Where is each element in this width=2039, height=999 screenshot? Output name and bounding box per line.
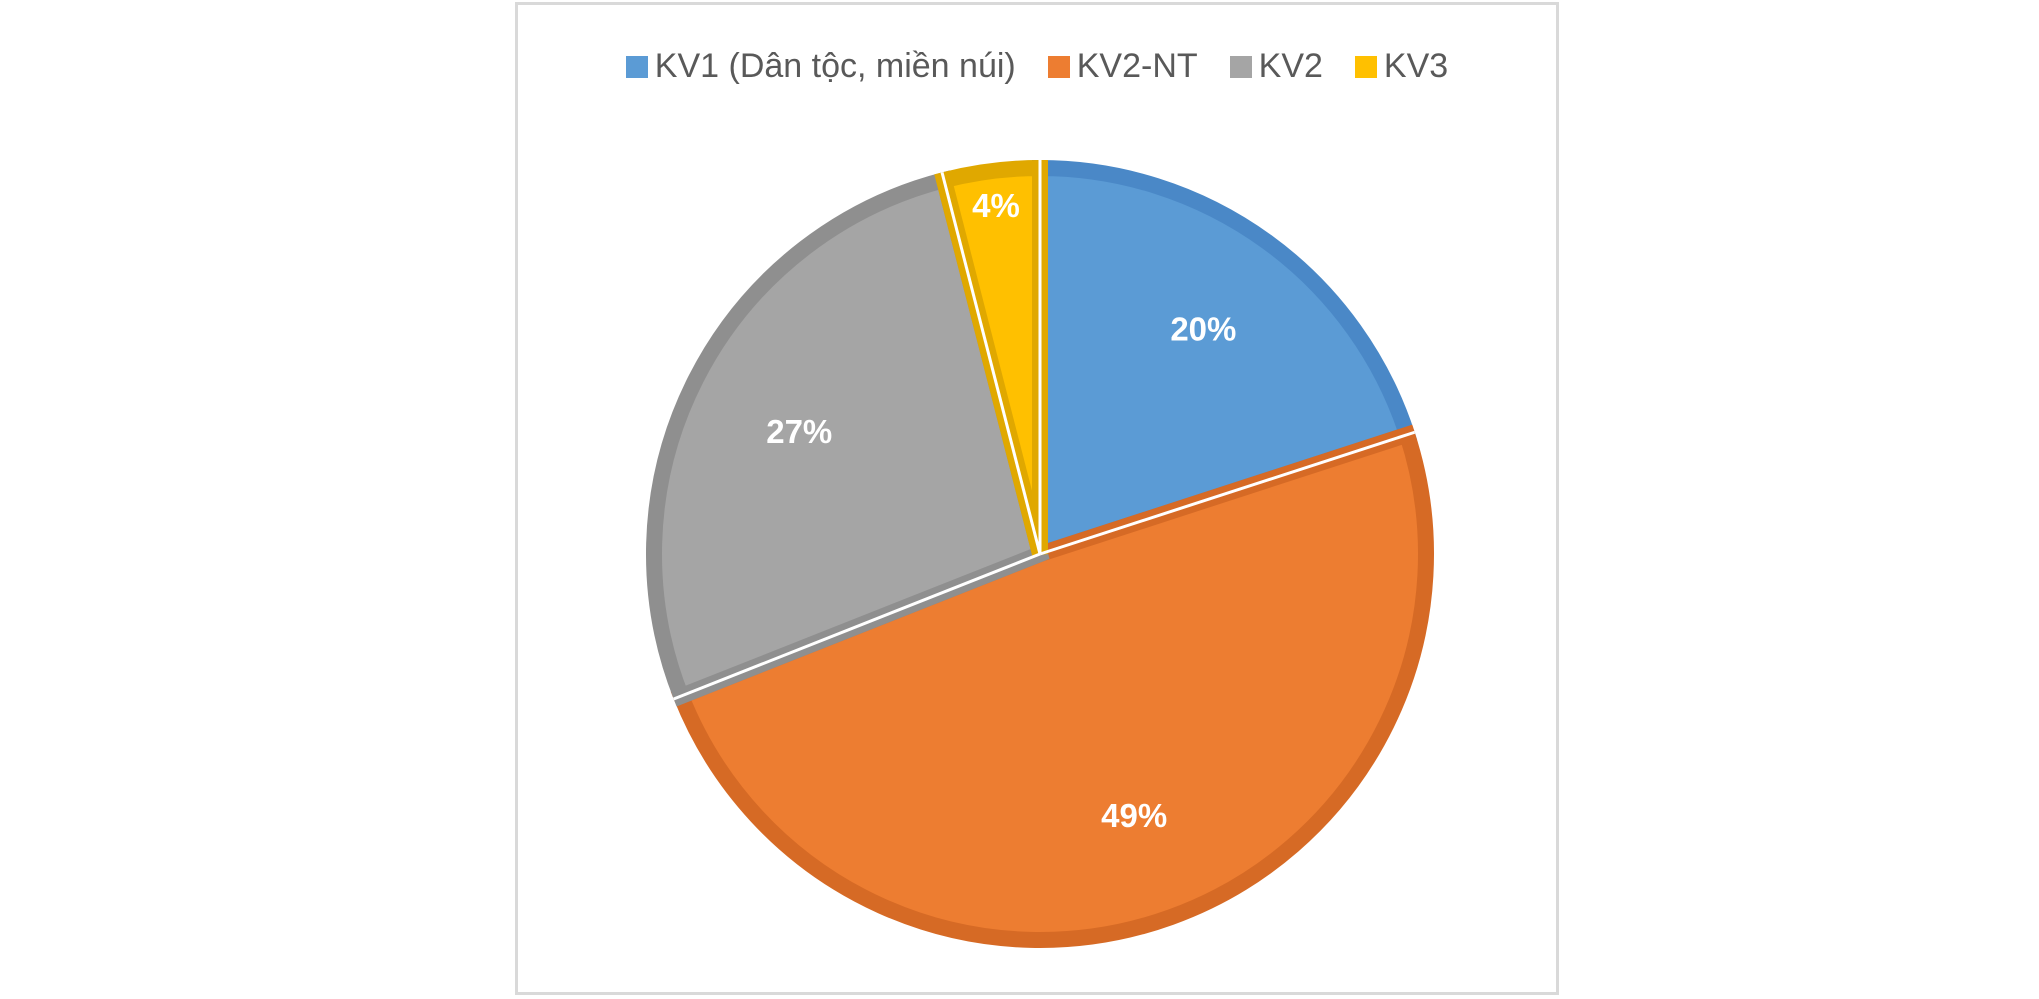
data-label-kv3: 4%: [972, 187, 1020, 224]
pie-slice-kv2-nt: [670, 424, 1434, 948]
chart-frame: 20% 49% 27% 4% KV1 (Dân tộc, miền núi) KV2-…: [515, 2, 1559, 995]
legend-item-kv2: KV2: [1229, 47, 1323, 86]
legend-label-kv2: KV2: [1258, 47, 1323, 85]
legend-swatch-kv2-nt: [1047, 55, 1070, 78]
legend-item-kv2-nt: KV2-NT: [1047, 47, 1198, 86]
pie-slice-separator: [940, 172, 1042, 555]
data-label-kv2: 27%: [766, 413, 832, 450]
legend-label-kv3: KV3: [1383, 47, 1449, 85]
data-label-kv2-nt: 49%: [1101, 797, 1167, 834]
legend-item-kv3: KV3: [1354, 47, 1449, 86]
legend: KV1 (Dân tộc, miền núi) KV2-NT KV2 KV3: [518, 47, 1556, 86]
pie-chart: 20% 49% 27% 4%: [646, 159, 1434, 948]
pie-slice-separator: [673, 552, 1041, 701]
legend-swatch-kv3: [1354, 55, 1377, 78]
legend-swatch-kv2: [1229, 55, 1252, 78]
pie-slice-kv2: [646, 170, 1050, 707]
pie-slice-separator: [1039, 430, 1416, 556]
legend-label-kv2-nt: KV2-NT: [1076, 47, 1198, 85]
legend-item-kv1: KV1 (Dân tộc, miền núi): [625, 47, 1016, 86]
legend-label-kv1: KV1 (Dân tộc, miền núi): [654, 47, 1016, 85]
legend-swatch-kv1: [625, 55, 648, 78]
data-label-kv1: 20%: [1170, 311, 1236, 348]
